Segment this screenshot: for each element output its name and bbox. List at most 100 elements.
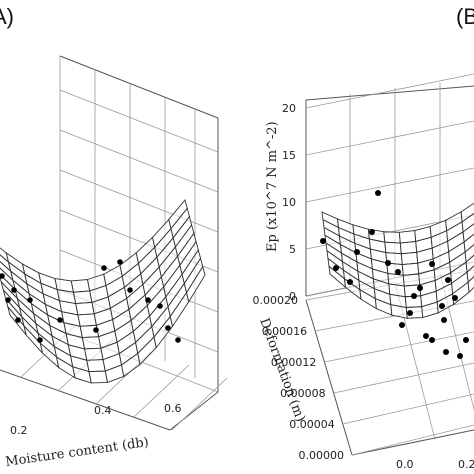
panel-b-z-tick: 15 bbox=[282, 149, 296, 162]
panel-b-y-tick: 0.00012 bbox=[271, 356, 317, 369]
panel-a-data-point bbox=[5, 297, 11, 303]
panel-a-x-tick: 0.4 bbox=[94, 404, 112, 417]
panel-a-x-tick: 0.2 bbox=[10, 424, 28, 437]
panel-b-data-point bbox=[452, 295, 458, 301]
panel-b-z-gridline bbox=[305, 167, 474, 203]
panel-b-data-point bbox=[441, 317, 447, 323]
panel-a-x-label: Moisture content (db) bbox=[4, 435, 149, 470]
panel-b-surface-cell bbox=[383, 231, 401, 244]
panel-b-data-point bbox=[354, 249, 360, 255]
panel-b-surface-cell bbox=[465, 254, 474, 274]
panel-b-surface-cell bbox=[461, 212, 474, 233]
panel-b-data-point bbox=[399, 322, 405, 328]
panel-a-data-point bbox=[101, 265, 107, 271]
panel-a-data-point bbox=[157, 303, 163, 309]
panel-b-surface-cell bbox=[399, 240, 418, 255]
panel-b-y-tick: 0.00008 bbox=[280, 387, 326, 400]
panel-b-surface-cell bbox=[463, 233, 474, 253]
panel-a-surface-cell bbox=[75, 301, 95, 316]
panel-a-floor-right bbox=[169, 391, 219, 431]
panel-b-floor-front bbox=[351, 429, 474, 456]
panel-b-data-point bbox=[443, 349, 449, 355]
panel-b-surface-cell bbox=[401, 262, 420, 276]
panel-b-surface-cell bbox=[464, 244, 474, 263]
panel-b-surface-cell bbox=[462, 223, 474, 243]
panel-b-y-tick: 0.00004 bbox=[289, 418, 335, 431]
panel-b-data-point bbox=[375, 190, 381, 196]
panel-b-x-tick: 0.2 bbox=[458, 458, 474, 471]
points-layer bbox=[0, 190, 469, 359]
panel-b-y-tick: 0.00016 bbox=[262, 325, 308, 338]
panel-b-data-point bbox=[463, 337, 469, 343]
panel-b-z-tick: 20 bbox=[282, 102, 296, 115]
panel-a-data-point bbox=[11, 287, 17, 293]
panel-a-data-point bbox=[15, 317, 21, 323]
panel-b-data-point bbox=[429, 261, 435, 267]
panel-b-data-point bbox=[347, 279, 353, 285]
panel-a-data-point bbox=[145, 297, 151, 303]
panel-a-surface-cell bbox=[84, 347, 104, 361]
panel-b-data-point bbox=[417, 285, 423, 291]
panel-b-floor-gridline bbox=[351, 424, 474, 456]
panel-b-x-tick: 0.0 bbox=[396, 458, 414, 471]
panel-b-data-point bbox=[439, 303, 445, 309]
panel-a-surface-cell bbox=[81, 336, 102, 350]
panel-a-wall-gridline-h bbox=[59, 89, 219, 153]
panel-a-surface-cell bbox=[70, 279, 91, 293]
panel-b-surface-cell bbox=[384, 241, 402, 255]
panel-b-data-point bbox=[411, 293, 417, 299]
panel-b-floor-left bbox=[305, 299, 353, 456]
panel-b-surface-cell bbox=[398, 230, 417, 244]
panel-b-surface-cell bbox=[460, 202, 474, 223]
panel-a-surface-cell bbox=[186, 265, 206, 303]
panel-b-floor-gridline bbox=[324, 331, 474, 363]
panel-a-data-point bbox=[0, 273, 5, 279]
panel-b-surface-cell bbox=[467, 276, 474, 294]
panel-b-wall-top bbox=[305, 85, 474, 101]
panel-b-label: (B bbox=[456, 4, 474, 29]
panel-a-data-point bbox=[27, 297, 33, 303]
panel-a-data-point bbox=[165, 325, 171, 331]
panel-b-z-tick: 10 bbox=[282, 196, 296, 209]
panel-a-data-point bbox=[93, 327, 99, 333]
panel-b-floor-gridline bbox=[333, 362, 474, 394]
panel-b-data-point bbox=[385, 260, 391, 266]
panel-b-data-point bbox=[369, 229, 375, 235]
panel-b-data-point bbox=[395, 269, 401, 275]
surface-layer bbox=[0, 199, 474, 384]
panel-a-label: A) bbox=[0, 4, 14, 29]
panel-a-top-edge bbox=[59, 55, 219, 119]
panel-a-data-point bbox=[57, 317, 63, 323]
panel-a-data-point bbox=[175, 337, 181, 343]
panel-b-data-point bbox=[457, 353, 463, 359]
panel-b-data-point bbox=[407, 310, 413, 316]
panel-b-data-point bbox=[429, 337, 435, 343]
panel-b-surface-cell bbox=[402, 273, 421, 287]
panel-b-z-gridline bbox=[305, 73, 474, 109]
panel-a-data-point bbox=[37, 337, 43, 343]
panel-b-z-gridline bbox=[305, 120, 474, 156]
panel-b-data-point bbox=[423, 333, 429, 339]
panel-b-data-point bbox=[445, 277, 451, 283]
panel-a-surface-cell bbox=[77, 313, 97, 327]
panel-a-surface-cell bbox=[86, 359, 106, 373]
panel-a-surface-cell bbox=[72, 290, 93, 305]
panel-a-surface-cell bbox=[88, 370, 109, 384]
panel-b-floor-gridline bbox=[342, 393, 474, 425]
panel-a-floor-gridline bbox=[171, 377, 228, 431]
panel-a-wall-gridline-h bbox=[59, 169, 219, 233]
panel-a-x-tick: 0.6 bbox=[164, 402, 182, 415]
panel-b-y-tick: 0.00000 bbox=[299, 449, 345, 462]
panel-a-floor-front bbox=[0, 369, 171, 431]
panel-b-data-point bbox=[333, 265, 339, 271]
panel-a-data-point bbox=[127, 287, 133, 293]
panel-b-z-tick: 0 bbox=[289, 290, 296, 303]
panel-a-wall-gridline-h bbox=[59, 129, 219, 193]
panel-a-floor-gridline bbox=[133, 364, 190, 418]
panel-b-z-label: Ep (x10^7 N m^-2) bbox=[265, 121, 280, 252]
panel-b-data-point bbox=[320, 238, 326, 244]
panel-b-z-tick: 5 bbox=[289, 243, 296, 256]
panel-b-y-tick: 0.00020 bbox=[253, 294, 299, 307]
panel-b-surface-cell bbox=[400, 251, 419, 266]
